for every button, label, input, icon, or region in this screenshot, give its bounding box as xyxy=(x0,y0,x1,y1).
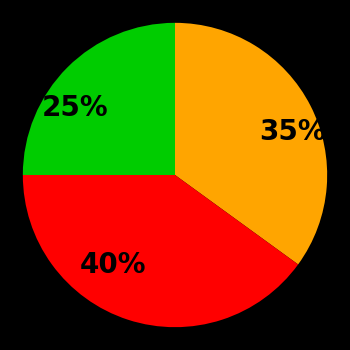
Text: 35%: 35% xyxy=(259,118,326,146)
Wedge shape xyxy=(23,175,298,327)
Text: 25%: 25% xyxy=(42,94,108,122)
Text: 40%: 40% xyxy=(79,251,146,279)
Wedge shape xyxy=(175,23,327,265)
Wedge shape xyxy=(23,23,175,175)
